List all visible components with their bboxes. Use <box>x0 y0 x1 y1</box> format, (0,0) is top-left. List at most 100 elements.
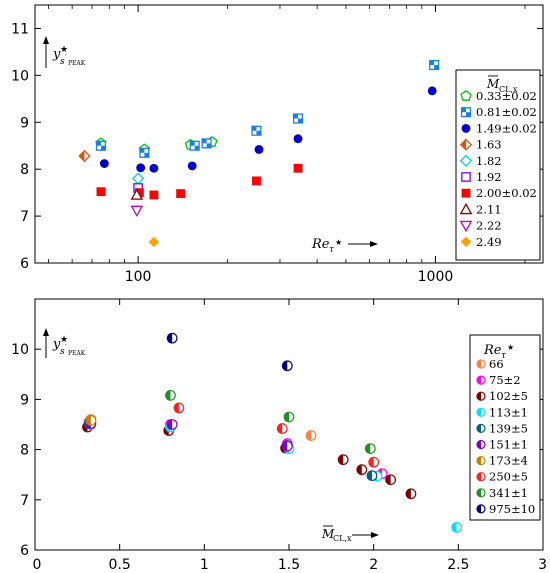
top-point-1-63-0 <box>78 149 91 163</box>
top-point-0-81-0-02-0 <box>95 140 107 151</box>
bottom-ylabel: y ★ s ′ PEAK <box>43 328 86 358</box>
top-legend-label-1-63: 1.63 <box>476 138 502 152</box>
bottom-xtick-label: 0.5 <box>109 557 131 573</box>
bottom-legend-label-66: 66 <box>489 357 504 371</box>
bottom-point-250-5-1 <box>276 423 288 434</box>
bottom-legend-marker-151-1 <box>476 439 486 450</box>
svg-text:CL,x: CL,x <box>499 85 518 94</box>
top-point-0-81-0-02-6 <box>429 59 440 71</box>
bottom-point-341-1-1 <box>283 411 295 423</box>
svg-text:CL,x: CL,x <box>333 534 352 543</box>
bottom-xtick-label: 1 <box>200 557 209 573</box>
top-legend-title: M CL,x <box>486 75 518 94</box>
top-legend-label-2-11: 2.11 <box>476 202 502 216</box>
top-xtick-label: 1000 <box>418 269 454 285</box>
top-xlabel: Re τ ★ <box>311 237 378 255</box>
top-legend-marker-2-11 <box>459 202 473 215</box>
bottom-ytick-label: 8 <box>20 443 29 459</box>
top-plot-frame <box>34 4 544 264</box>
svg-text:M: M <box>486 77 500 91</box>
top-panel: 6 7 8 9 10 11 100 1000 y ★ s ′ PEAK Re τ ★ M <box>11 4 544 285</box>
svg-text:PEAK: PEAK <box>68 60 86 67</box>
top-point-2-11-0 <box>130 188 144 200</box>
bottom-point-151-1-2 <box>281 440 293 452</box>
bottom-xtick-label: 2 <box>369 557 378 573</box>
bottom-point-66-0 <box>305 430 317 441</box>
svg-text:τ: τ <box>329 245 335 255</box>
svg-text:PEAK: PEAK <box>68 350 86 357</box>
top-ytick-label: 8 <box>20 162 29 178</box>
bottom-point-151-1-1 <box>166 419 178 430</box>
svg-text:s: s <box>60 347 65 357</box>
top-point-1-49-0-02-0 <box>99 159 109 168</box>
top-legend-marker-1-92 <box>461 172 471 182</box>
top-legend-label-1-49-0-02: 1.49±0.02 <box>476 121 537 135</box>
top-legend-marker-1-82 <box>459 154 473 167</box>
bottom-point-102-5-5 <box>385 474 397 486</box>
top-xtick-label: 100 <box>125 269 152 285</box>
top-legend-label-2-22: 2.22 <box>476 219 502 233</box>
top-point-2-00-0-02-1 <box>134 188 144 198</box>
bottom-xtick-label: 2.5 <box>447 557 469 573</box>
bottom-point-975-10-0 <box>166 332 178 344</box>
svg-text:Re: Re <box>483 343 502 358</box>
top-point-1-49-0-02-1 <box>136 163 146 173</box>
bottom-point-102-5-4 <box>356 464 368 476</box>
top-point-2-49-0 <box>148 236 160 248</box>
top-legend-marker-1-63 <box>459 138 473 151</box>
bottom-legend-label-250-5: 250±5 <box>489 470 528 484</box>
svg-text:y: y <box>52 47 61 62</box>
bottom-legend-marker-173-4 <box>476 456 486 466</box>
bottom-ytick-label: 6 <box>20 543 29 559</box>
bottom-axis-ticks: 6 7 8 9 10 0 0.5 1 1.5 2 2.5 3 <box>11 299 547 573</box>
bottom-legend-label-151-1: 151±1 <box>489 438 528 452</box>
top-ylabel: y ★ s ′ PEAK <box>43 36 86 68</box>
bottom-xlabel: M CL,x <box>321 525 379 543</box>
top-point-0-81-0-02-3 <box>201 138 212 149</box>
bottom-legend-marker-102-5 <box>476 391 486 401</box>
bottom-point-250-5-0 <box>173 402 185 414</box>
top-point-2-22-0 <box>130 205 144 218</box>
svg-text:M: M <box>321 527 335 541</box>
svg-text:★: ★ <box>60 335 68 345</box>
top-point-1-82-0 <box>131 172 145 185</box>
top-legend: M CL,x 0.33±0.02 0.81±0.02 1.49±0.02 1.63 1.… <box>455 69 541 261</box>
top-legend-marker-1-49-0-02 <box>461 123 471 133</box>
svg-text:★: ★ <box>60 45 68 55</box>
bottom-legend-marker-341-1 <box>476 488 486 498</box>
top-point-2-00-0-02-0 <box>96 187 106 197</box>
top-ytick-label: 11 <box>11 21 29 37</box>
top-point-1-49-0-02-2 <box>149 163 159 173</box>
top-legend-marker-0-81-0-02 <box>460 107 472 118</box>
bottom-legend-label-113-1: 113±1 <box>489 405 528 419</box>
svg-text:y: y <box>52 337 61 352</box>
top-legend-marker-0-33-0-02 <box>460 89 472 101</box>
top-ytick-label: 6 <box>20 256 29 272</box>
bottom-legend-marker-66 <box>476 359 486 369</box>
bottom-point-341-1-0 <box>165 389 176 401</box>
top-legend-marker-2-22 <box>459 220 473 233</box>
top-ytick-label: 7 <box>20 209 29 225</box>
bottom-xtick-label: 3 <box>538 557 547 573</box>
bottom-legend-marker-75-2 <box>476 375 486 385</box>
top-legend-label-2-49: 2.49 <box>476 235 502 249</box>
top-point-0-81-0-02-5 <box>292 113 304 124</box>
bottom-ytick-label: 10 <box>11 342 29 358</box>
bottom-point-341-1-2 <box>364 443 376 454</box>
bottom-legend-marker-975-10 <box>476 504 486 514</box>
top-legend-marker-2-49 <box>460 236 472 247</box>
top-point-1-49-0-02-5 <box>293 134 303 144</box>
svg-text:★: ★ <box>335 238 342 247</box>
svg-text:s: s <box>60 57 65 67</box>
svg-text:★: ★ <box>507 343 514 352</box>
bottom-data-points <box>82 332 463 533</box>
bottom-point-102-5-6 <box>405 488 417 500</box>
top-point-2-00-0-02-2 <box>149 190 159 200</box>
bottom-plot-frame <box>34 298 544 551</box>
top-legend-label-2-00-0-02: 2.00±0.02 <box>476 186 537 200</box>
top-legend-label-1-92: 1.92 <box>476 170 502 184</box>
bottom-legend-marker-139-5 <box>476 423 486 433</box>
top-point-2-00-0-02-4 <box>252 176 261 186</box>
bottom-legend-label-75-2: 75±2 <box>489 373 521 387</box>
